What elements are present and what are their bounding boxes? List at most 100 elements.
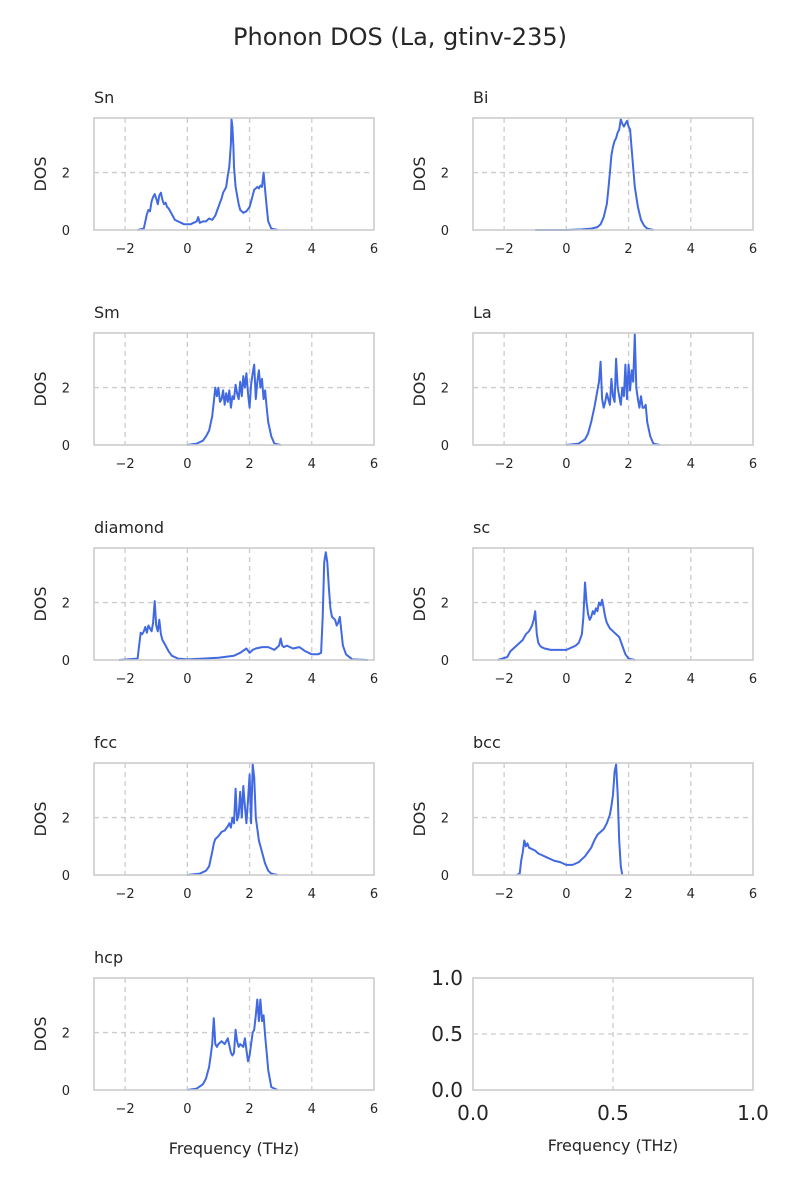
y-tick-label: 0 [62, 224, 70, 239]
subplot-empty: 0.0 0.5 1.0 0.0 0.5 1.0 Frequency (THz) [431, 966, 769, 1155]
x-tick-label: 6 [370, 242, 378, 257]
y-tick-label: 2 [62, 597, 70, 612]
y-axis-label: DOS [31, 801, 50, 836]
x-tick-label: 2 [624, 672, 632, 687]
dos-series-line [187, 763, 278, 876]
y-tick-label: 1.0 [431, 966, 463, 990]
axes-frame [472, 332, 754, 446]
x-tick-label: 0 [183, 457, 191, 472]
y-tick-label: 2 [62, 167, 70, 182]
dos-series-line [566, 333, 660, 446]
y-tick-label: 2 [441, 812, 449, 827]
y-axis-label: DOS [31, 156, 50, 191]
y-tick-label: 0 [441, 224, 449, 239]
x-tick-label: 4 [687, 457, 695, 472]
subplot-bi: −2 0 2 4 6 0 2 Bi DOS [410, 88, 757, 257]
x-tick-label: 4 [687, 672, 695, 687]
x-tick-label: 2 [624, 457, 632, 472]
dos-series-line [137, 118, 278, 231]
y-tick-label: 0.0 [431, 1078, 463, 1102]
x-tick-label: 0 [562, 887, 570, 902]
x-tick-label: 0 [183, 672, 191, 687]
x-tick-label: 0 [183, 1102, 191, 1117]
y-tick-label: 0 [441, 654, 449, 669]
subplot-sm: −2 0 2 4 6 0 2 Sm DOS [31, 303, 378, 472]
x-tick-label: −2 [116, 457, 135, 472]
subplot-title: Sn [94, 88, 114, 107]
x-tick-label: 0.5 [597, 1101, 629, 1125]
y-axis-label: DOS [410, 801, 429, 836]
subplot-title: bcc [473, 733, 501, 752]
x-axis-label: Frequency (THz) [169, 1139, 299, 1158]
y-tick-label: 2 [62, 1027, 70, 1042]
x-tick-label: 2 [245, 1102, 253, 1117]
subplot-title: hcp [94, 948, 123, 967]
x-tick-label: 4 [308, 457, 316, 472]
dos-series-line [118, 551, 368, 661]
dos-series-line [497, 581, 636, 661]
y-tick-label: 0.5 [431, 1022, 463, 1046]
x-tick-label: −2 [495, 672, 514, 687]
x-tick-label: 2 [245, 457, 253, 472]
y-tick-label: 2 [441, 167, 449, 182]
x-tick-label: 4 [687, 887, 695, 902]
y-tick-label: 0 [62, 439, 70, 454]
x-tick-label: 4 [308, 242, 316, 257]
x-tick-label: 2 [245, 887, 253, 902]
axes-frame [93, 332, 375, 446]
axes-frame [93, 117, 375, 231]
y-tick-label: 0 [441, 869, 449, 884]
x-tick-label: 6 [370, 672, 378, 687]
x-tick-label: 6 [749, 887, 757, 902]
dos-series-line [187, 998, 279, 1091]
x-tick-label: 4 [308, 672, 316, 687]
x-tick-label: 6 [370, 457, 378, 472]
x-tick-label: 2 [245, 242, 253, 257]
dos-series-line [535, 118, 654, 231]
x-tick-label: −2 [495, 242, 514, 257]
x-tick-label: 0 [183, 242, 191, 257]
y-axis-label: DOS [31, 371, 50, 406]
x-tick-label: 2 [245, 672, 253, 687]
x-tick-label: 2 [624, 887, 632, 902]
x-tick-label: −2 [116, 242, 135, 257]
y-tick-label: 0 [62, 654, 70, 669]
y-tick-label: 2 [62, 812, 70, 827]
subplot-title: La [473, 303, 492, 322]
subplot-bcc: −2 0 2 4 6 0 2 bcc DOS [410, 733, 757, 902]
subplot-title: fcc [94, 733, 117, 752]
subplot-sc: −2 0 2 4 6 0 2 sc DOS [410, 518, 757, 687]
y-tick-label: 0 [62, 869, 70, 884]
x-tick-label: 6 [749, 242, 757, 257]
subplot-title: Bi [473, 88, 488, 107]
x-tick-label: 4 [308, 1102, 316, 1117]
y-axis-label: DOS [410, 156, 429, 191]
subplot-hcp: −2 0 2 4 6 0 2 hcp DOS Frequency (THz) [31, 948, 378, 1158]
subplot-fcc: −2 0 2 4 6 0 2 fcc DOS [31, 733, 378, 902]
y-axis-label: DOS [410, 371, 429, 406]
y-tick-label: 0 [441, 439, 449, 454]
y-tick-label: 2 [441, 382, 449, 397]
x-tick-label: 4 [308, 887, 316, 902]
x-tick-label: 6 [749, 457, 757, 472]
y-axis-label: DOS [410, 586, 429, 621]
axes-frame [93, 977, 375, 1091]
subplot-sn: −2 0 2 4 6 0 2 Sn DOS [31, 88, 378, 257]
x-tick-label: 0 [183, 887, 191, 902]
axes-frame [472, 977, 754, 1091]
subplot-la: −2 0 2 4 6 0 2 La DOS [410, 303, 757, 472]
x-tick-label: 0 [562, 242, 570, 257]
axes-frame [472, 547, 754, 661]
dos-series-line [187, 363, 281, 446]
y-tick-label: 2 [62, 382, 70, 397]
x-tick-label: 1.0 [737, 1101, 769, 1125]
x-tick-label: 0.0 [457, 1101, 489, 1125]
x-tick-label: −2 [116, 1102, 135, 1117]
x-tick-label: −2 [495, 457, 514, 472]
subplot-diamond: −2 0 2 4 6 0 2 diamond DOS [31, 518, 378, 687]
x-tick-label: −2 [116, 672, 135, 687]
axes-frame [93, 547, 375, 661]
x-tick-label: 0 [562, 457, 570, 472]
